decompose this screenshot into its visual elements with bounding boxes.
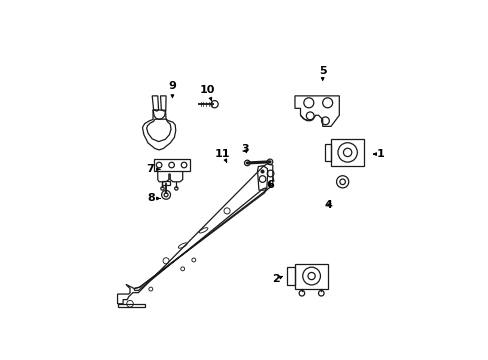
Bar: [294, 264, 327, 288]
Bar: [153, 159, 189, 171]
Text: 1: 1: [373, 149, 384, 159]
Text: 8: 8: [147, 193, 160, 203]
Text: 3: 3: [241, 144, 248, 153]
Text: 10: 10: [200, 85, 215, 101]
Text: 2: 2: [271, 274, 282, 284]
Text: 11: 11: [215, 149, 230, 162]
Text: 5: 5: [318, 66, 326, 80]
Text: 7: 7: [146, 164, 160, 174]
Circle shape: [261, 170, 264, 173]
Bar: [330, 139, 364, 166]
Text: 4: 4: [324, 201, 331, 210]
Text: 9: 9: [168, 81, 176, 98]
Text: 6: 6: [265, 180, 273, 190]
